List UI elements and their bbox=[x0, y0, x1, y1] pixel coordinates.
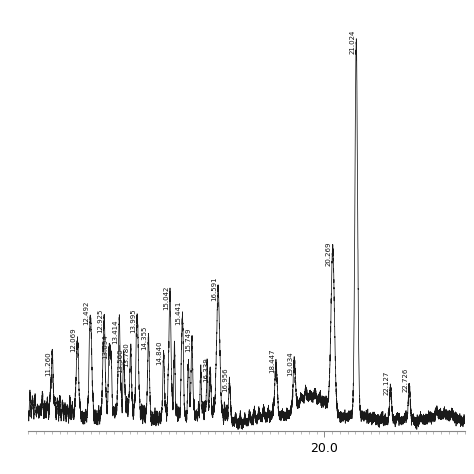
Text: 21.024: 21.024 bbox=[349, 30, 356, 54]
Text: 16.339: 16.339 bbox=[203, 357, 210, 382]
Text: 18.447: 18.447 bbox=[269, 348, 275, 373]
Text: 15.441: 15.441 bbox=[175, 301, 182, 325]
Text: 15.749: 15.749 bbox=[185, 327, 191, 352]
Text: 19.034: 19.034 bbox=[287, 352, 293, 376]
Text: 15.042: 15.042 bbox=[163, 286, 169, 310]
Text: 20.269: 20.269 bbox=[326, 242, 332, 266]
Text: 22.127: 22.127 bbox=[383, 371, 390, 395]
Text: 22.726: 22.726 bbox=[402, 367, 408, 392]
Text: 13.094: 13.094 bbox=[102, 335, 108, 359]
Text: 13.995: 13.995 bbox=[130, 308, 137, 333]
Text: 14.355: 14.355 bbox=[142, 326, 147, 350]
Text: 16.591: 16.591 bbox=[211, 276, 217, 301]
Text: 16.956: 16.956 bbox=[223, 367, 228, 392]
Text: 14.840: 14.840 bbox=[157, 340, 163, 365]
Text: 11.260: 11.260 bbox=[45, 352, 51, 376]
Text: 12.069: 12.069 bbox=[70, 327, 76, 352]
Text: 12.925: 12.925 bbox=[97, 309, 103, 333]
Text: 12.492: 12.492 bbox=[83, 301, 90, 325]
Text: 13.780: 13.780 bbox=[124, 342, 130, 367]
Text: 13.560: 13.560 bbox=[117, 348, 123, 373]
Text: 13.414: 13.414 bbox=[112, 319, 118, 344]
